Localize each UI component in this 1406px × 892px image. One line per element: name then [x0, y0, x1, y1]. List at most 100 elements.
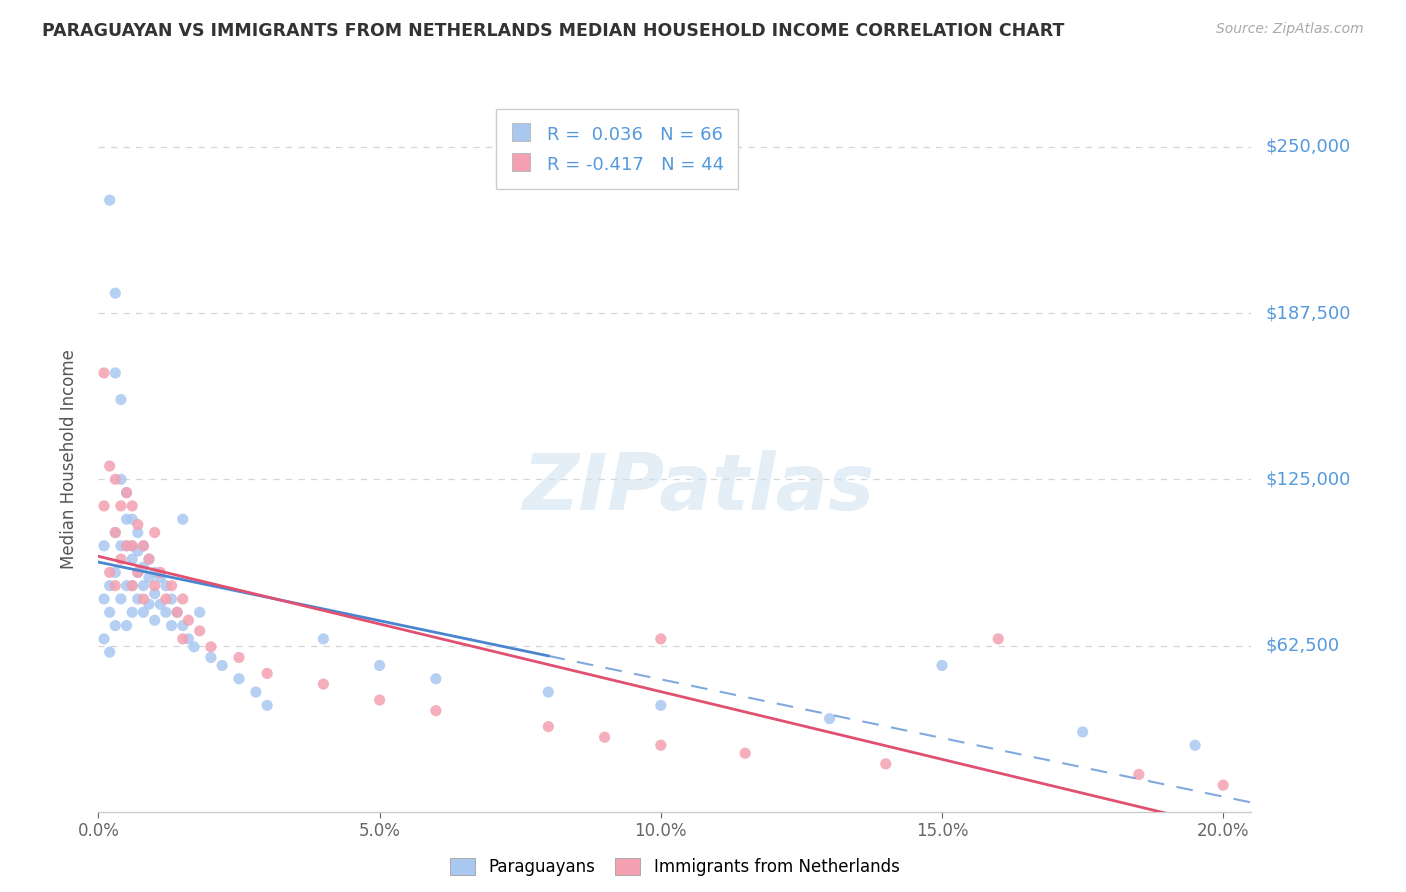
- Point: [245, 685, 267, 699]
- Point: [931, 658, 953, 673]
- Point: [115, 618, 138, 632]
- Point: [166, 605, 188, 619]
- Point: [368, 658, 391, 673]
- Point: [93, 592, 115, 607]
- Point: [200, 640, 222, 654]
- Point: [172, 618, 194, 632]
- Point: [127, 517, 149, 532]
- Point: [818, 712, 841, 726]
- Point: [121, 499, 143, 513]
- Point: [875, 756, 897, 771]
- Point: [104, 525, 127, 540]
- Point: [228, 672, 250, 686]
- Point: [149, 597, 172, 611]
- Point: [93, 499, 115, 513]
- Text: ZIPatlas: ZIPatlas: [522, 450, 875, 525]
- Point: [256, 698, 278, 713]
- Point: [98, 458, 121, 473]
- Point: [537, 685, 560, 699]
- Point: [110, 472, 132, 486]
- Point: [425, 672, 447, 686]
- Point: [132, 539, 155, 553]
- Point: [188, 605, 211, 619]
- Text: $62,500: $62,500: [1265, 637, 1340, 655]
- Text: Source: ZipAtlas.com: Source: ZipAtlas.com: [1216, 22, 1364, 37]
- Point: [143, 525, 166, 540]
- Point: [228, 650, 250, 665]
- Point: [211, 658, 233, 673]
- Point: [155, 579, 177, 593]
- Point: [138, 597, 160, 611]
- Point: [143, 566, 166, 580]
- Point: [650, 738, 672, 752]
- Point: [132, 579, 155, 593]
- Legend: Paraguayans, Immigrants from Netherlands: Paraguayans, Immigrants from Netherlands: [441, 849, 908, 885]
- Text: $125,000: $125,000: [1265, 470, 1351, 488]
- Point: [121, 579, 143, 593]
- Point: [127, 566, 149, 580]
- Point: [110, 552, 132, 566]
- Point: [110, 392, 132, 407]
- Point: [312, 677, 335, 691]
- Point: [1128, 767, 1150, 781]
- Point: [593, 731, 616, 745]
- Point: [93, 366, 115, 380]
- Point: [143, 613, 166, 627]
- Point: [1071, 725, 1094, 739]
- Point: [121, 539, 143, 553]
- Point: [650, 632, 672, 646]
- Point: [143, 579, 166, 593]
- Point: [425, 704, 447, 718]
- Point: [312, 632, 335, 646]
- Point: [110, 539, 132, 553]
- Point: [132, 560, 155, 574]
- Point: [183, 640, 205, 654]
- Point: [115, 539, 138, 553]
- Point: [160, 618, 183, 632]
- Point: [98, 645, 121, 659]
- Point: [104, 618, 127, 632]
- Point: [127, 592, 149, 607]
- Point: [115, 512, 138, 526]
- Point: [98, 566, 121, 580]
- Point: [104, 472, 127, 486]
- Point: [104, 366, 127, 380]
- Point: [138, 552, 160, 566]
- Point: [188, 624, 211, 638]
- Text: $187,500: $187,500: [1265, 304, 1351, 322]
- Point: [177, 632, 200, 646]
- Point: [93, 632, 115, 646]
- Point: [138, 571, 160, 585]
- Point: [200, 650, 222, 665]
- Point: [172, 592, 194, 607]
- Y-axis label: Median Household Income: Median Household Income: [59, 350, 77, 569]
- Point: [127, 566, 149, 580]
- Point: [160, 592, 183, 607]
- Point: [98, 579, 121, 593]
- Point: [155, 592, 177, 607]
- Point: [132, 539, 155, 553]
- Point: [104, 579, 127, 593]
- Point: [104, 525, 127, 540]
- Point: [172, 512, 194, 526]
- Point: [104, 286, 127, 301]
- Point: [1184, 738, 1206, 752]
- Point: [121, 512, 143, 526]
- Point: [149, 571, 172, 585]
- Point: [104, 566, 127, 580]
- Point: [256, 666, 278, 681]
- Point: [172, 632, 194, 646]
- Point: [650, 698, 672, 713]
- Point: [121, 539, 143, 553]
- Point: [155, 605, 177, 619]
- Point: [1212, 778, 1234, 792]
- Point: [115, 579, 138, 593]
- Point: [127, 525, 149, 540]
- Point: [143, 587, 166, 601]
- Point: [110, 592, 132, 607]
- Point: [121, 605, 143, 619]
- Point: [149, 566, 172, 580]
- Point: [115, 485, 138, 500]
- Point: [132, 592, 155, 607]
- Point: [121, 579, 143, 593]
